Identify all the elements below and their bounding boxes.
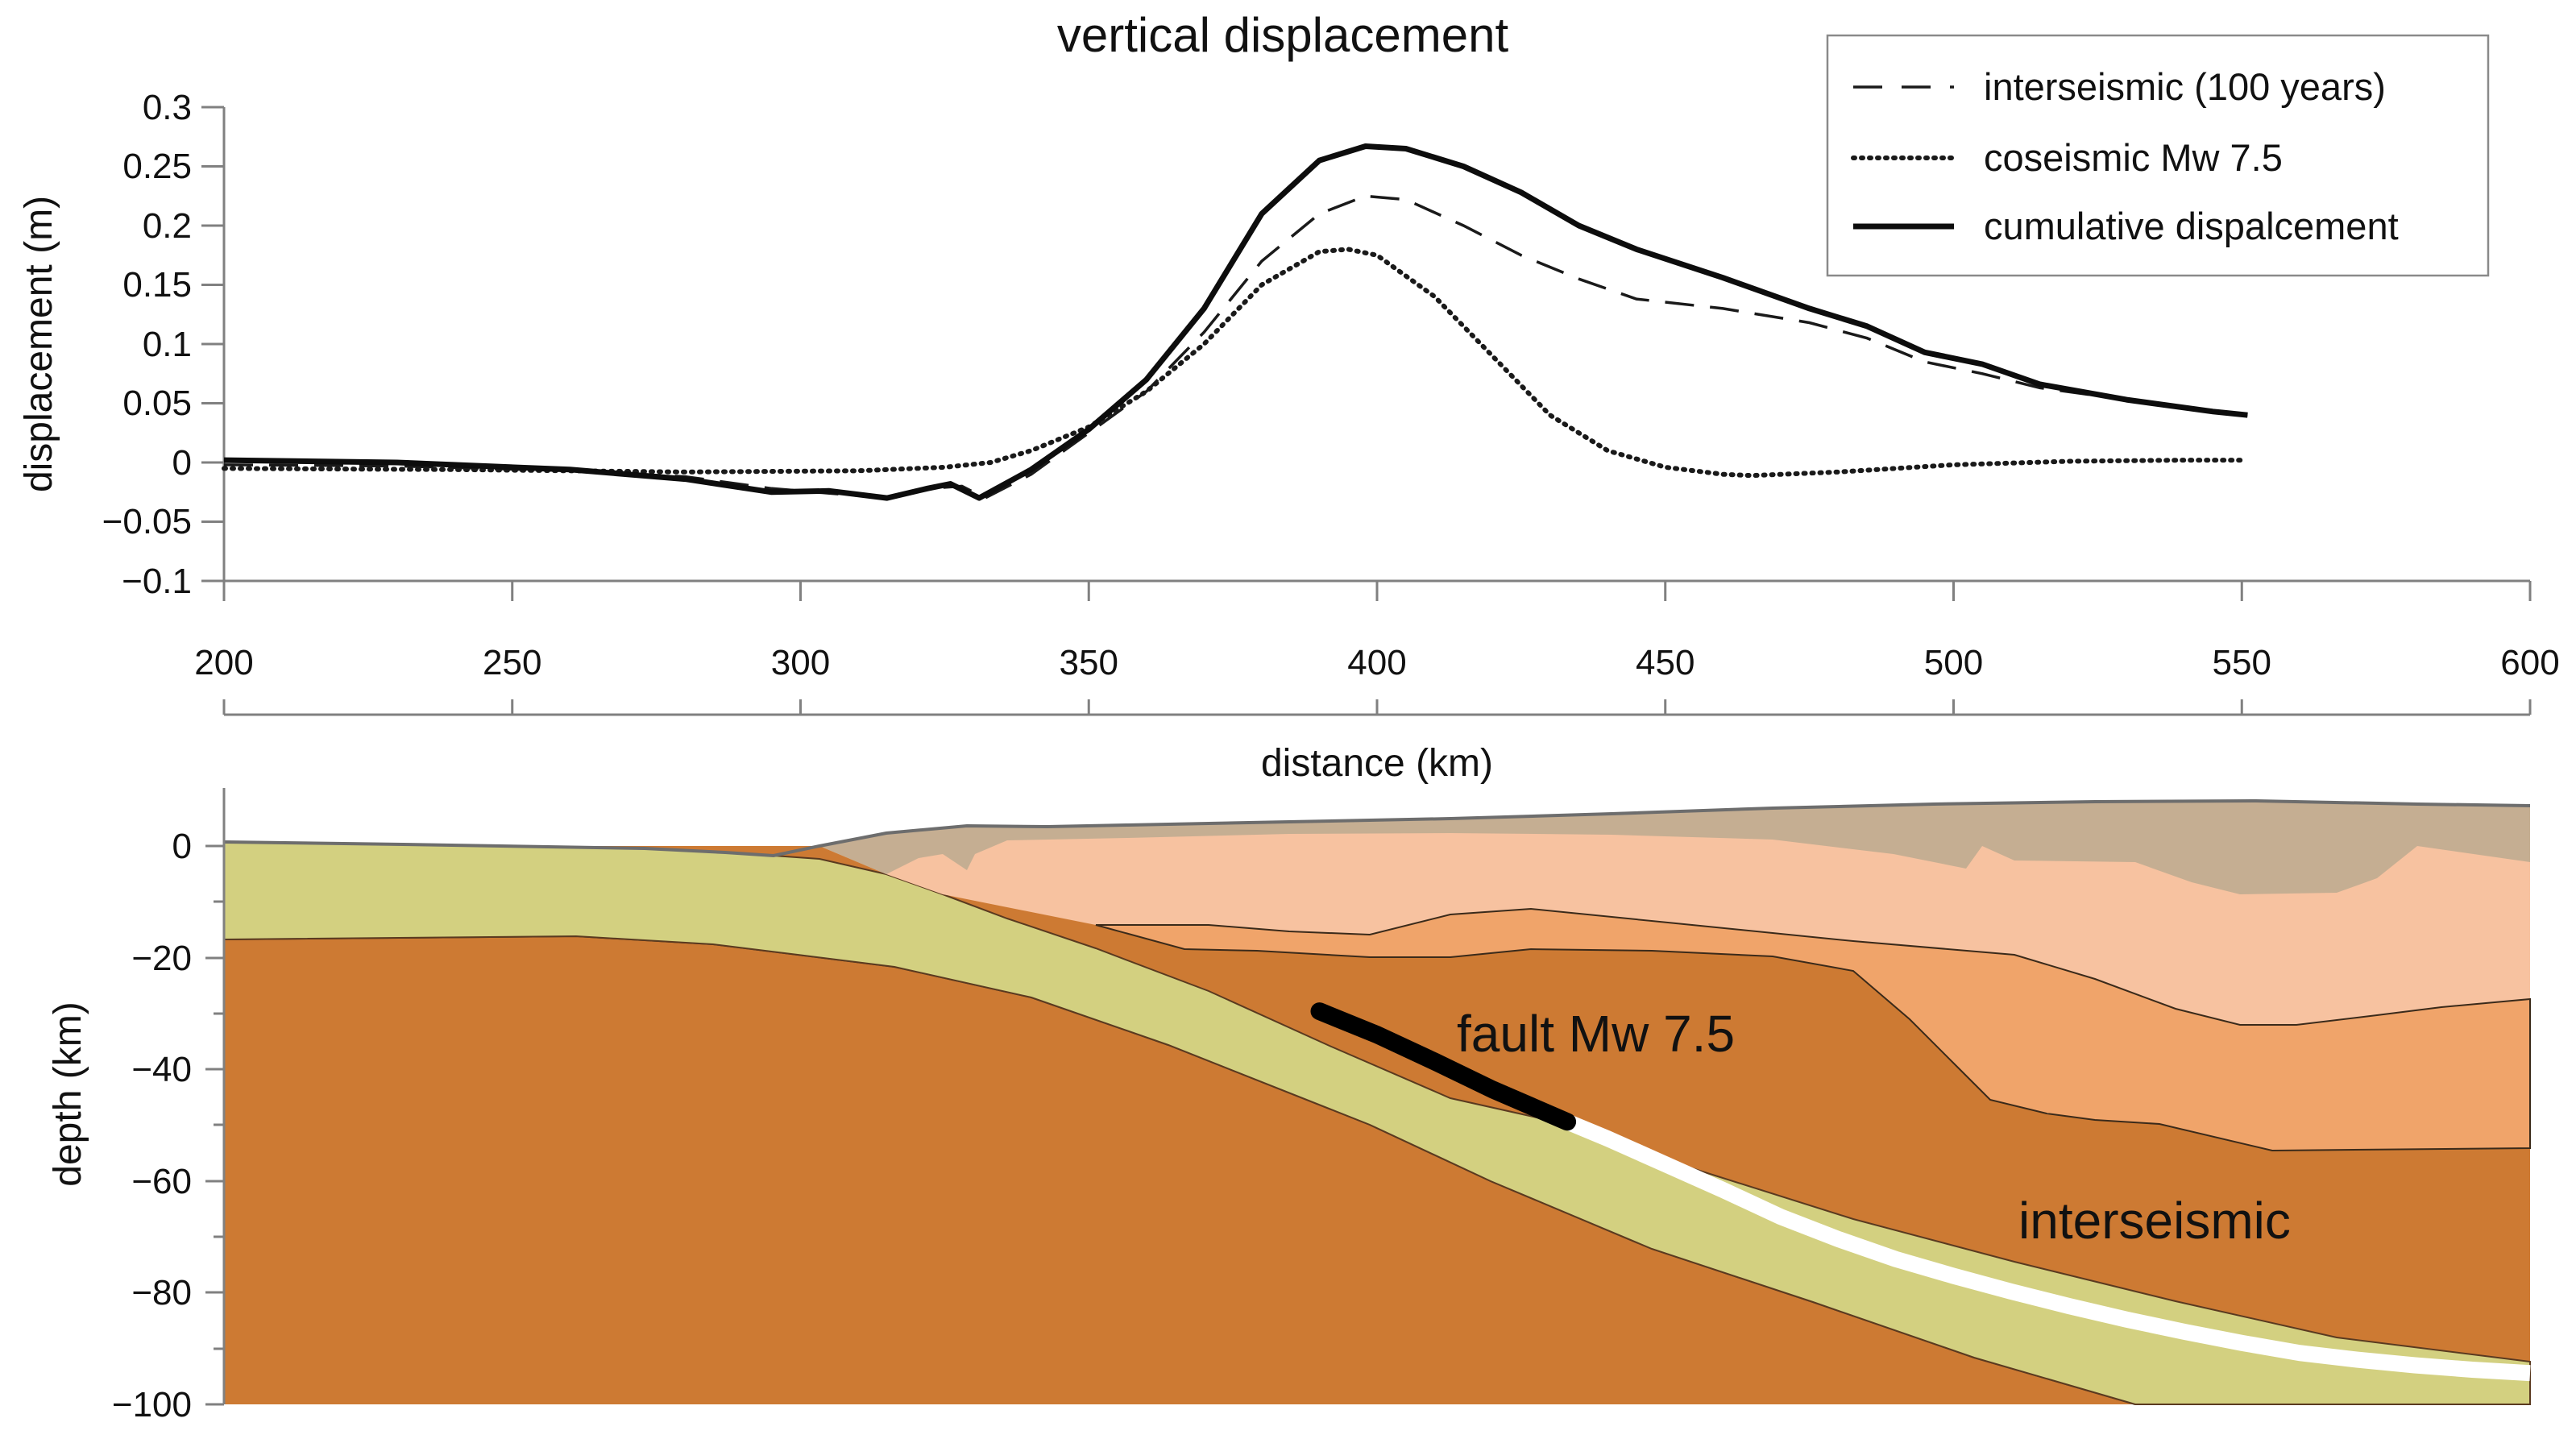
x-tick-label: 300: [771, 643, 830, 682]
depth-tick-label: 0: [172, 827, 192, 866]
depth-tick-label: −80: [131, 1273, 192, 1313]
y-tick-label: −0.1: [122, 562, 192, 601]
depth-tick-label: −100: [112, 1385, 192, 1424]
x-tick-label: 450: [1636, 643, 1695, 682]
legend-label-cumulative: cumulative dispalcement: [1984, 205, 2399, 247]
legend: interseismic (100 years) coseismic Mw 7.…: [1826, 34, 2490, 277]
y-tick-label: −0.05: [102, 502, 192, 541]
depth-tick-label: −40: [131, 1050, 192, 1089]
y-tick-label: 0.3: [143, 88, 192, 127]
x-tick-label: 500: [1924, 643, 1983, 682]
fault-interseismic-line: [1564, 1114, 2531, 1382]
chart-title: vertical displacement: [1057, 8, 1509, 62]
legend-label-coseismic: coseismic Mw 7.5: [1984, 136, 2283, 179]
cross-section: fault Mw 7.5 interseismic 0 −20 −40 −60 …: [47, 788, 2531, 1424]
layer-subducting-plate: [223, 840, 2531, 1405]
y-axis-title: displacement (m): [18, 196, 60, 492]
x-axis-title: distance (km): [1261, 742, 1493, 785]
layer-middle-crust: [1095, 907, 2531, 1152]
section-layers: [223, 798, 2531, 1405]
legend-label-interseismic: interseismic (100 years): [1984, 65, 2386, 108]
legend-box: [1826, 34, 2490, 277]
x-tick-label: 400: [1347, 643, 1406, 682]
x-tick-label: 200: [194, 643, 253, 682]
depth-axis-title: depth (km): [47, 1001, 89, 1186]
depth-tick-label: −60: [131, 1162, 192, 1201]
y-tick-label: 0.05: [122, 384, 192, 423]
y-tick-label: 0: [172, 443, 192, 483]
y-tick-label: 0.15: [122, 265, 192, 305]
ground-surface-line: [223, 798, 2531, 858]
series-line-cumulative: [223, 143, 2248, 501]
y-tick-label: 0.2: [143, 206, 192, 246]
displacement-chart: vertical displacement 0.3 0.25 0.2 0.15 …: [18, 8, 2560, 785]
fault-coseismic-line: [1310, 1002, 1577, 1131]
annotation-interseismic: interseismic: [2018, 1192, 2291, 1250]
x-tick-label: 250: [483, 643, 541, 682]
y-tick-label: 0.1: [143, 325, 192, 364]
middle-ruler: distance (km): [222, 699, 2532, 785]
annotation-fault: fault Mw 7.5: [1457, 1005, 1735, 1063]
x-tick-label: 600: [2500, 643, 2559, 682]
y-tick-label: 0.25: [122, 147, 192, 186]
top-x-axis: 200 250 300 350 400 450 500 550 600: [194, 579, 2560, 682]
x-tick-label: 550: [2213, 643, 2271, 682]
x-tick-label: 350: [1060, 643, 1118, 682]
series-line-coseismic: [222, 247, 2245, 479]
depth-axis: 0 −20 −40 −60 −80 −100 depth (km): [47, 788, 226, 1424]
depth-tick-label: −20: [131, 939, 192, 978]
top-y-axis: 0.3 0.25 0.2 0.15 0.1 0.05 0 −0.05 −0.1 …: [18, 88, 226, 601]
